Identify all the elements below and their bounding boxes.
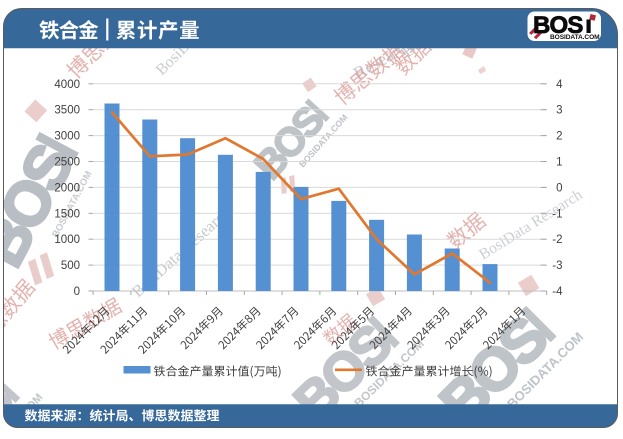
svg-text:-3: -3 xyxy=(552,260,562,272)
svg-text:BOS: BOS xyxy=(533,12,583,39)
svg-text:1: 1 xyxy=(556,157,562,169)
svg-text:3500: 3500 xyxy=(54,105,80,117)
svg-text:-2: -2 xyxy=(552,234,562,246)
svg-text:2000: 2000 xyxy=(54,182,80,194)
svg-text:2500: 2500 xyxy=(54,157,80,169)
svg-text:-4: -4 xyxy=(552,286,563,298)
svg-text:2: 2 xyxy=(556,131,562,143)
svg-text:3: 3 xyxy=(556,105,562,117)
svg-text:4: 4 xyxy=(556,79,563,91)
svg-text:BOSIDATA.COM: BOSIDATA.COM xyxy=(550,34,600,41)
svg-text:3000: 3000 xyxy=(54,131,80,143)
svg-text:1000: 1000 xyxy=(54,234,80,246)
svg-text:0: 0 xyxy=(74,286,80,298)
svg-text:500: 500 xyxy=(61,260,80,272)
svg-text:1500: 1500 xyxy=(54,208,80,220)
svg-text:-1: -1 xyxy=(552,208,562,220)
svg-text:0: 0 xyxy=(556,182,562,194)
svg-text:4000: 4000 xyxy=(54,79,80,91)
